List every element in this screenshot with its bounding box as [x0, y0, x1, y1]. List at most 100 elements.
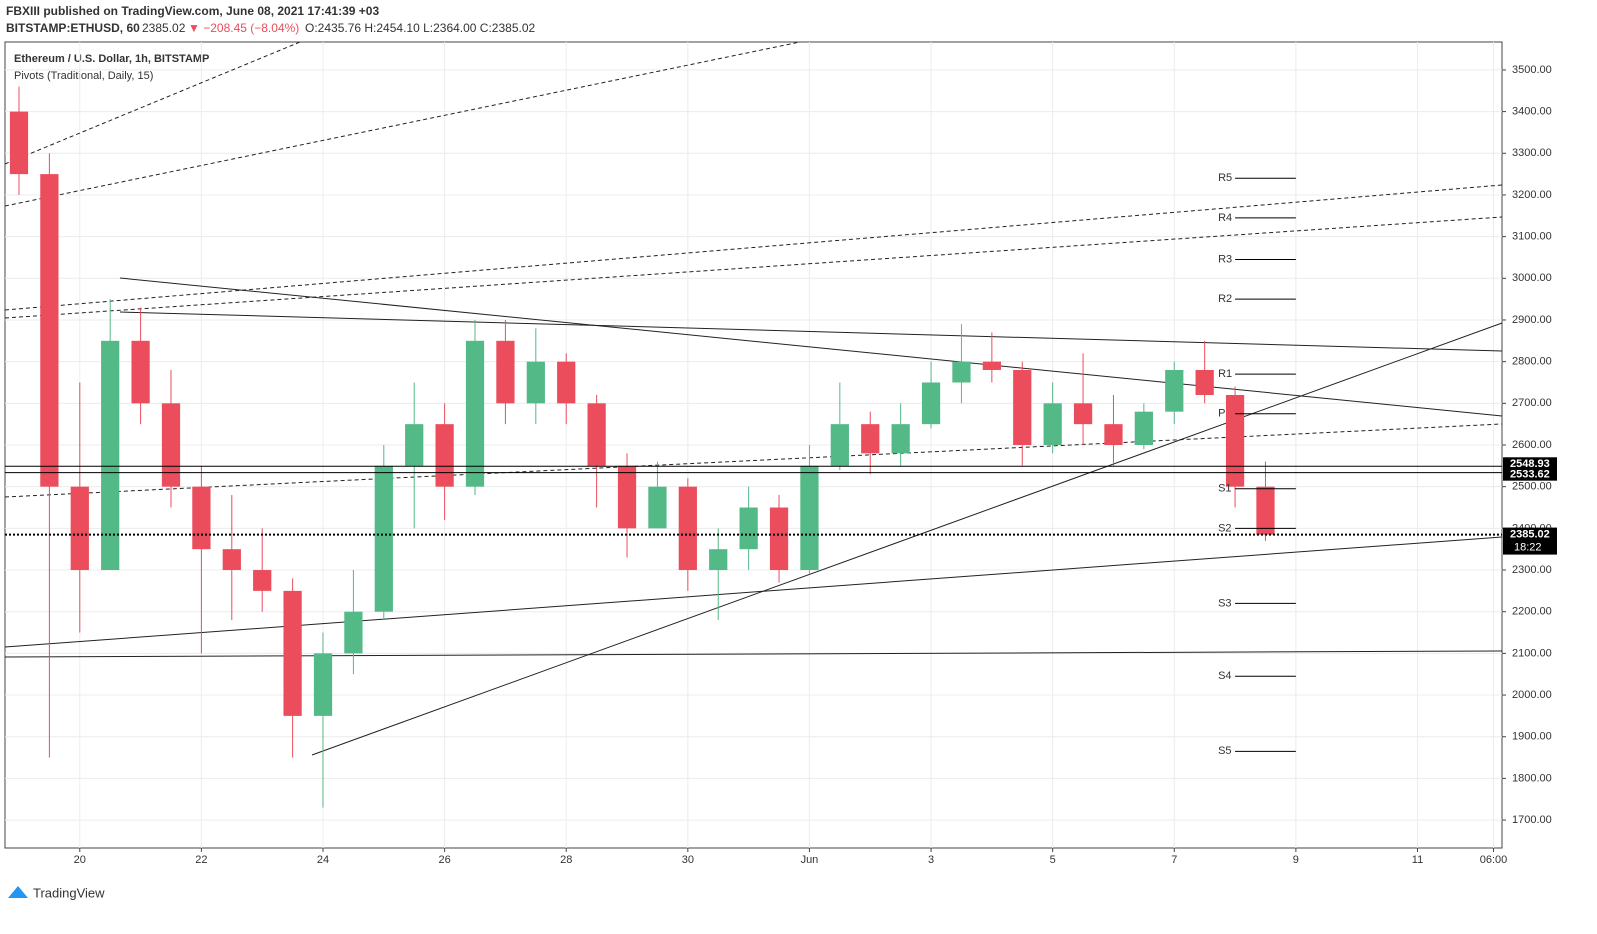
candle-body: [800, 465, 819, 571]
y-tick-label: 3300.00: [1512, 147, 1552, 159]
candle-body: [1256, 486, 1275, 535]
candle-body: [739, 507, 758, 550]
candle-body: [830, 424, 849, 466]
y-tick-label: 2000.00: [1512, 689, 1552, 701]
price-tag: [1503, 467, 1557, 481]
pivot-label: S4: [1218, 670, 1231, 682]
candle-body: [374, 465, 393, 612]
candle-body: [222, 549, 241, 571]
x-tick-label: 20: [74, 854, 86, 866]
candle-body: [709, 549, 728, 571]
y-tick-label: 3000.00: [1512, 272, 1552, 284]
y-tick-label: 3500.00: [1512, 64, 1552, 76]
last: 2385.02: [142, 21, 186, 35]
change: ▼ −208.45 (−8.04%): [188, 21, 299, 35]
candle-body: [1073, 403, 1093, 425]
candle-body: [861, 424, 880, 454]
candle-body: [344, 611, 363, 654]
candle-body: [587, 403, 606, 466]
price-tag: [1503, 457, 1557, 471]
pivot-label: P: [1218, 408, 1225, 420]
candle-body: [769, 507, 789, 571]
candle-body: [192, 486, 211, 550]
candle-body: [1195, 369, 1214, 395]
y-tick-label: 1700.00: [1512, 814, 1552, 826]
x-tick-label: 06:00: [1480, 854, 1508, 866]
pivot-label: R1: [1218, 368, 1232, 380]
candle-body: [891, 424, 910, 454]
candle-body: [131, 340, 150, 404]
x-tick-label: 22: [195, 854, 207, 866]
pivot-label: S3: [1218, 597, 1231, 609]
x-tick-label: 5: [1050, 854, 1056, 866]
y-tick-label: 2800.00: [1512, 356, 1552, 368]
candle-body: [1165, 369, 1184, 412]
pivot-label: R2: [1218, 293, 1232, 305]
ohlc: O:2435.76 H:2454.10 L:2364.00 C:2385.02: [305, 21, 536, 35]
candle-body: [617, 465, 637, 529]
x-tick-label: 7: [1171, 854, 1177, 866]
y-tick-label: 2900.00: [1512, 314, 1552, 326]
candle-body: [253, 570, 272, 591]
candle-body: [435, 424, 454, 487]
pivot-label: R5: [1218, 172, 1232, 184]
y-tick-label: 2600.00: [1512, 439, 1552, 451]
y-tick-label: 3100.00: [1512, 231, 1552, 243]
candle-body: [9, 111, 29, 175]
candle-body: [70, 486, 89, 571]
candle-body: [465, 340, 485, 487]
candle-body: [921, 382, 941, 425]
candle-body: [283, 590, 302, 716]
y-tick-label: 1800.00: [1512, 772, 1552, 784]
y-tick-label: 3200.00: [1512, 189, 1552, 201]
candle-body: [557, 361, 576, 404]
symbol: BITSTAMP:ETHUSD, 60: [6, 21, 140, 35]
countdown: 18:22: [1514, 541, 1542, 553]
y-tick-label: 2100.00: [1512, 647, 1552, 659]
candle-body: [101, 340, 120, 571]
candle-body: [1225, 394, 1245, 487]
x-tick-label: 28: [560, 854, 572, 866]
x-tick-label: Jun: [801, 854, 819, 866]
y-tick-label: 3400.00: [1512, 106, 1552, 118]
candle-body: [526, 361, 545, 404]
drawings: [4, 41, 1503, 756]
y-tick-label: 2200.00: [1512, 606, 1552, 618]
pivot-label: R3: [1218, 253, 1232, 265]
pivot-label: S5: [1218, 745, 1231, 757]
x-tick-label: 11: [1412, 854, 1423, 866]
candle-body: [161, 403, 181, 487]
logo: [8, 886, 28, 898]
candle-body: [982, 361, 1001, 370]
x-tick-label: 24: [317, 854, 329, 866]
candle-body: [405, 424, 424, 466]
candle-body: [1043, 403, 1062, 445]
publish-line: FBXIII published on TradingView.com, Jun…: [6, 4, 379, 18]
last-price-label: 2385.02: [1510, 528, 1550, 540]
candle-body: [1013, 369, 1032, 445]
candle-body: [952, 361, 971, 383]
y-tick-label: 2700.00: [1512, 397, 1552, 409]
footer-brand: TradingView: [33, 885, 105, 900]
candle-body: [40, 174, 59, 487]
pivot-label: S1: [1218, 483, 1231, 495]
legend-series: Ethereum / U.S. Dollar, 1h, BITSTAMP: [14, 53, 209, 65]
x-tick-label: 3: [928, 854, 934, 866]
candle-body: [313, 653, 333, 716]
x-tick-label: 26: [438, 854, 450, 866]
price-tag-label: 2533.62: [1510, 469, 1550, 481]
y-tick-label: 2500.00: [1512, 481, 1552, 493]
pivot-label: S2: [1218, 522, 1231, 534]
candle-body: [648, 486, 667, 529]
price-tag-label: 2548.93: [1510, 458, 1550, 470]
candle-body: [678, 486, 697, 571]
legend-pivots: Pivots (Traditional, Daily, 15): [14, 70, 153, 82]
candle-body: [1104, 424, 1123, 445]
last-price-tag: [1503, 527, 1557, 555]
candle-body: [496, 340, 515, 404]
y-tick-label: 2300.00: [1512, 564, 1552, 576]
x-tick-label: 9: [1293, 854, 1299, 866]
y-tick-label: 1900.00: [1512, 731, 1552, 743]
